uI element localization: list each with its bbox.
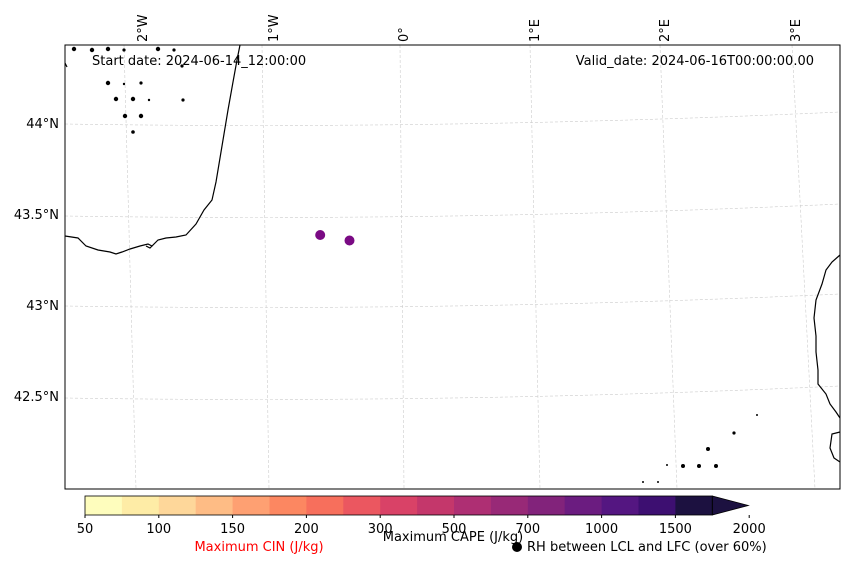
colorbar-segment (638, 496, 676, 515)
colorbar-extend-arrow (711, 495, 750, 516)
colorbar-tick-label: 1500 (659, 522, 692, 537)
colorbar-tick-label: 500 (442, 522, 467, 537)
rh-dot (180, 64, 184, 68)
lat-label-42-5n: 42.5°N (14, 390, 59, 405)
colorbar-segment (564, 496, 603, 515)
lat-label-44n: 44°N (26, 117, 59, 132)
rh-marker (344, 235, 355, 246)
rh-marker (315, 230, 326, 240)
rh-dot (105, 80, 111, 86)
rh-dots-black (71, 46, 758, 483)
rh-dot (732, 431, 736, 435)
rh-markers (315, 230, 355, 246)
rh-dot (666, 464, 668, 466)
colorbar-segment (195, 496, 234, 515)
colorbar-segment (306, 496, 344, 515)
meridian-3e (791, 44, 816, 490)
longitude-labels: 2°W 1°W 0° 1°E 2°E 3°E (136, 14, 804, 42)
rh-dot (657, 481, 659, 483)
cape-label: Maximum CAPE (J/kg) (383, 530, 523, 545)
parallel-43n (64, 293, 841, 308)
valid-date: Valid_date: 2024-06-16T00:00:00.00 (576, 54, 814, 69)
lon-label-2w: 2°W (136, 14, 151, 42)
coast-mediterranean (813, 254, 841, 419)
meridian-0 (399, 44, 405, 490)
rh-dot (71, 46, 77, 52)
coastlines (64, 44, 841, 463)
rh-dot (681, 464, 685, 468)
rh-dot (131, 130, 135, 134)
colorbar-segment (675, 496, 713, 515)
colorbar-tick-label: 700 (515, 522, 540, 537)
rh-legend-label: RH between LCL and LFC (over 60%) (527, 540, 767, 555)
rh-dot (756, 414, 758, 416)
colorbar-segment (601, 496, 639, 515)
colorbar-tick-label: 150 (220, 522, 245, 537)
lon-label-3e: 3°E (789, 19, 804, 42)
rh-dot (155, 46, 161, 52)
colorbar-segment (417, 496, 455, 515)
rh-dot (181, 98, 185, 102)
coast-biscay (64, 44, 241, 255)
rh-dot (697, 464, 701, 468)
colorbar-segment (380, 496, 418, 515)
cape-colorbar (84, 495, 750, 516)
rh-legend-marker (512, 542, 522, 552)
rh-dot (139, 81, 143, 85)
colorbar-segment (343, 496, 381, 515)
rh-dot (172, 48, 176, 52)
colorbar-tick-label: 2000 (733, 522, 766, 537)
colorbar-tick-label: 200 (294, 522, 319, 537)
rh-dot (122, 113, 128, 119)
colorbar-tick-labels: 50 100 150 200 300 500 700 1000 1500 2000 (77, 515, 766, 537)
colorbar-tick-label: 50 (77, 522, 94, 537)
colorbar-segment (158, 496, 197, 515)
lon-label-0: 0° (397, 27, 412, 42)
coast-bottom-right (829, 431, 841, 463)
map-border (64, 44, 841, 490)
colorbar-segment (85, 496, 123, 515)
rh-dot (113, 96, 119, 102)
meridian-2w (123, 44, 137, 490)
colorbar-segment (527, 496, 566, 515)
lon-label-1w: 1°W (267, 14, 282, 42)
map-area (65, 45, 840, 489)
parallel-43-5n (64, 203, 841, 218)
lat-label-43-5n: 43.5°N (14, 208, 59, 223)
lon-label-1e: 1°E (528, 19, 543, 42)
coast-small-1 (145, 245, 153, 249)
rh-dot (105, 46, 111, 52)
colorbar-segment (454, 496, 492, 515)
cin-label: Maximum CIN (J/kg) (194, 540, 323, 555)
colorbar-tick-label: 100 (146, 522, 171, 537)
colorbar-tick-label: 300 (368, 522, 393, 537)
meridian-1e (529, 44, 541, 490)
parallel-42-5n (64, 385, 841, 400)
rh-dot (714, 464, 718, 468)
parallel-44n (64, 111, 841, 126)
rh-dot (89, 47, 95, 53)
lat-label-43n: 43°N (26, 299, 59, 314)
rh-dot (122, 82, 126, 86)
colorbar-segment (232, 496, 270, 515)
rh-dot (138, 113, 144, 119)
lon-label-2e: 2°E (658, 19, 673, 42)
colorbar-segment (490, 496, 529, 515)
rh-dot (147, 98, 151, 102)
meridian-2e (659, 44, 678, 490)
latitude-labels: 44°N 43.5°N 43°N 42.5°N (14, 117, 59, 405)
rh-dot (122, 48, 126, 52)
colorbar-segment (269, 496, 307, 515)
rh-dot (130, 96, 136, 102)
rh-dot (642, 481, 644, 483)
rh-dot (706, 447, 710, 451)
meridian-1w (261, 44, 270, 490)
colorbar-outline (84, 495, 713, 516)
start-date: Start date: 2024-06-14_12:00:00 (92, 54, 306, 69)
colorbar-segment (121, 496, 160, 515)
colorbar-tick-label: 1000 (585, 522, 618, 537)
graticule (64, 44, 841, 490)
